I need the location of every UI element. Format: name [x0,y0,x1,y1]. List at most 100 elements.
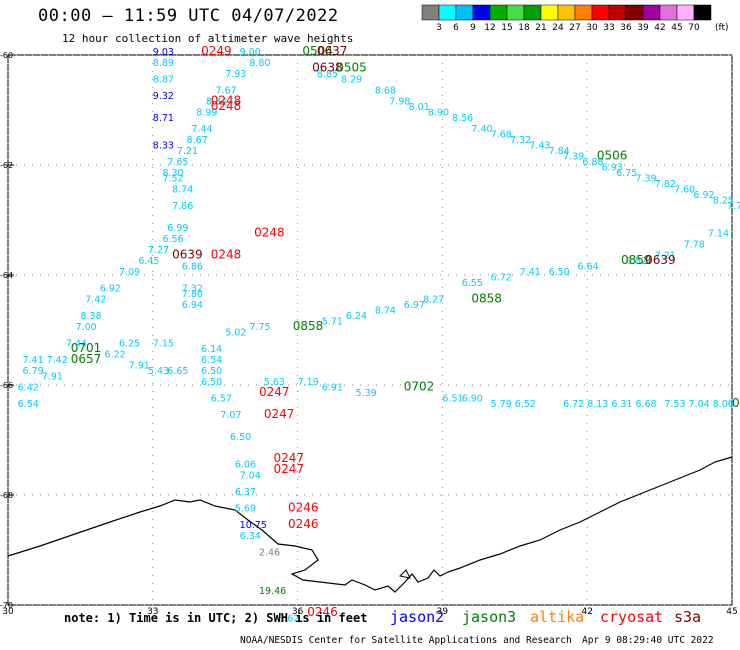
swh-values: 9.038.89 8.87 9.32 8.71 8.33 8.30 8.74 7.86 6.99… [18,47,740,625]
legend-swatch [591,4,610,21]
swh-value: 5.71 [322,317,343,328]
lat-tick-label: -70 [0,601,13,610]
swh-value: 7.98 [389,97,410,108]
swh-value: 6.65 [167,366,188,377]
legend-swatch [489,4,508,21]
legend-s3a: s3a [674,608,702,626]
legend-swatch [574,4,593,21]
swh-value: 6.50 [549,267,570,278]
legend-swatch [438,4,457,21]
lon-tick-label: 36 [292,607,304,617]
swh-value: 9.32 [153,91,174,102]
swh-value: 9.00 [240,47,261,58]
pass-time-label: 0702 [404,380,435,394]
pass-time-label: 0638 [312,61,343,75]
swh-value: 5.43 [148,366,169,377]
swh-value: 6.72 [563,399,584,410]
pass-time-label: 0859 [621,253,652,267]
swh-value: 6.22 [105,350,126,361]
swh-value: 10.75 [240,520,267,531]
pass-time-label: 0637 [317,44,348,58]
swh-value: 7.32 [182,284,203,295]
swh-value: 8.01 [409,102,430,113]
swh-value: 6.72 [491,273,512,284]
pass-time-label: 0248 [254,226,285,240]
swh-value: 6.90 [462,394,483,405]
swh-value: 8.06 [713,399,734,410]
legend-swatch [625,4,644,21]
pass-time-label: 0504 [302,44,333,58]
pass-time-label: 0506 [597,149,628,163]
lat-tick-label: -66 [0,381,13,390]
legend-label: 33 [603,23,614,33]
time-labels: 0249024802480248024806390504063706380505… [71,44,740,619]
legend-swatch [659,4,678,21]
swh-value: 2.46 [259,548,280,559]
swh-value: 6.86 [182,262,203,273]
legend-jason2: jason2 [390,608,445,626]
swh-value: 8.56 [452,113,473,124]
legend-swatch [557,4,576,21]
swh-value: 5.02 [225,328,246,339]
swh-value: 7.09 [119,267,140,278]
pass-time-label: 0246 [288,501,319,515]
swh-value: 7.84 [549,146,570,157]
swh-value: 7.44 [66,339,87,350]
pass-time-label: 0657 [71,352,102,366]
swh-value: 8.71 [153,113,174,124]
swh-value: 7.14 [708,229,729,240]
lat-tick-label: -68 [0,491,13,500]
credit-line: NOAA/NESDIS Center for Satellite Applica… [240,635,572,646]
pass-time-label: 0701 [71,341,102,355]
legend-label: 45 [671,23,682,33]
swh-value: 6.50 [201,366,222,377]
swh-value: 6.37 [235,487,256,498]
swh-value: 8.90 [428,108,449,119]
pass-time-label: 0246 [288,517,319,531]
legend-label: 18 [518,23,530,33]
swh-value: 6.45 [138,256,159,267]
swh-value: 6.25 [119,339,140,350]
legend-swatch [421,4,440,21]
pass-time-label: 0247 [259,385,290,399]
swh-value: 7.42 [85,295,106,306]
swh-value: 6.99 [167,223,188,234]
lat-tick-label: -64 [0,271,13,280]
swh-value: 8.34 [206,97,227,108]
swh-value: 7.80 [182,289,203,300]
legend-altika: altika [530,608,585,626]
swh-value: 8.25 [713,196,734,207]
swh-value: 7.65 [167,157,188,168]
swh-value: 6.92 [693,190,714,201]
swh-value: 6.52 [515,399,536,410]
swh-value: 8.62 [278,614,299,625]
swh-value: 6.06 [235,460,256,471]
pass-time-label: 0248 [211,248,242,262]
swh-value: 8.38 [80,311,101,322]
swh-value: 8.74 [172,185,193,196]
swh-value: 6.55 [462,278,483,289]
swh-value: 7.41 [520,267,541,278]
swh-value: 6.79 [22,366,43,377]
legend-label: 21 [535,23,546,33]
legend-label: 30 [586,23,598,33]
pass-time-label: 0639 [172,248,203,262]
swh-value: 8.27 [423,295,444,306]
coast-island [398,569,411,579]
pass-time-label: 0247 [273,451,304,465]
swh-value: 7.60 [674,185,695,196]
swh-value: 7.07 [220,410,241,421]
antarctic-coastline [7,456,733,593]
swh-value: 6.93 [602,163,623,174]
legend-label: 70 [688,23,700,33]
swh-value: 7.21 [177,146,198,157]
swh-value: 7.93 [225,69,246,80]
swh-value: 7.91 [129,361,150,372]
pass-time-label: 0858 [471,292,502,306]
pass-time-label: 070 [732,396,740,410]
map-title: 00:00 – 11:59 UTC 04/07/2022 [38,6,339,26]
swh-value: 6.97 [404,300,425,311]
generated-time: Apr 9 08:29:40 UTC 2022 [582,635,714,646]
swh-value: 8.74 [375,306,396,317]
